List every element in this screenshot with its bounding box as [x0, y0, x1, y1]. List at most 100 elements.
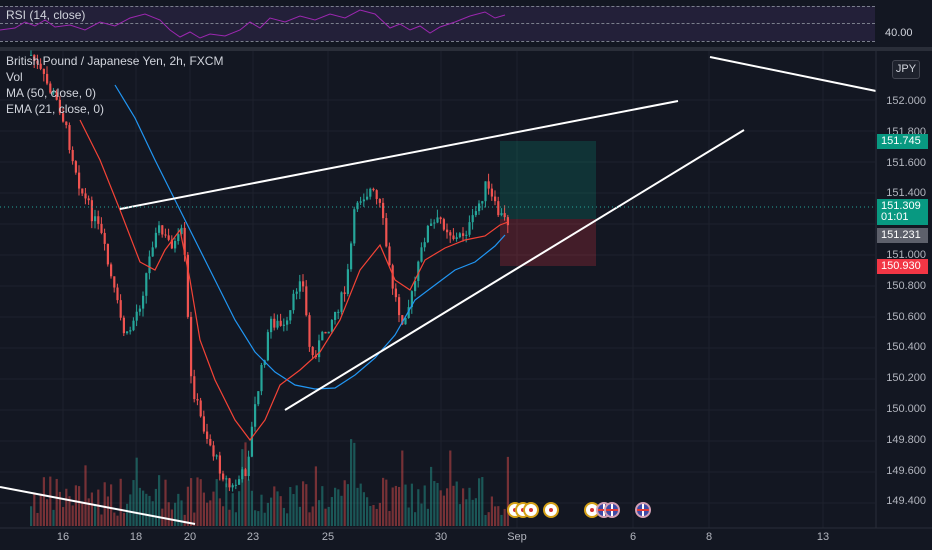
volume-bar — [106, 496, 109, 526]
volume-bar — [263, 512, 266, 526]
candle-body — [135, 311, 138, 321]
volume-bar — [375, 508, 378, 526]
volume-bar — [52, 509, 55, 526]
candle-body — [340, 292, 343, 312]
volume-bar — [238, 491, 241, 526]
price-tick: 151.000 — [886, 249, 926, 261]
volume-bar — [87, 498, 90, 526]
candle-body — [234, 484, 237, 486]
candle-body — [350, 243, 353, 270]
candle-body — [46, 73, 49, 84]
stop-price-tag: 150.930 — [877, 259, 928, 274]
volume-bar — [145, 493, 148, 526]
volume-bar — [340, 495, 343, 526]
candle-body — [311, 346, 314, 356]
candle-body — [30, 54, 33, 56]
volume-bar — [423, 485, 426, 526]
price-tick: 149.400 — [886, 495, 926, 507]
candle-body — [436, 217, 439, 223]
candle-body — [330, 319, 333, 332]
volume-bar — [209, 500, 212, 526]
candle-body — [458, 233, 461, 238]
candle-body — [68, 125, 71, 150]
candle-body — [260, 364, 263, 392]
volume-bar — [250, 490, 253, 526]
volume-bar — [215, 479, 218, 526]
candle-body — [180, 227, 183, 235]
candle-body — [90, 200, 93, 222]
volume-bar — [506, 456, 509, 526]
resistance-trendline[interactable] — [709, 56, 877, 92]
event-uk-flag-icon[interactable] — [604, 502, 620, 518]
volume-bar — [305, 484, 308, 526]
volume-bar — [212, 491, 215, 526]
rsi-pane[interactable]: RSI (14, close) — [0, 0, 875, 47]
event-uk-flag-icon[interactable] — [635, 502, 651, 518]
legend-vol[interactable]: Vol — [6, 70, 23, 84]
wedge-upper-trendline[interactable] — [119, 100, 679, 210]
volume-bar — [378, 502, 381, 526]
volume-bar — [279, 496, 282, 526]
volume-bar — [260, 494, 263, 526]
volume-bar — [295, 485, 298, 526]
bar-countdown: 01:01 — [881, 211, 909, 223]
volume-bar — [282, 507, 285, 526]
event-japan-flag-icon[interactable] — [523, 502, 539, 518]
legend-ma[interactable]: MA (50, close, 0) — [6, 86, 97, 100]
candle-body — [241, 469, 244, 480]
volume-bar — [497, 506, 500, 526]
currency-button[interactable]: JPY — [892, 60, 920, 79]
candle-body — [177, 234, 180, 242]
volume-bar — [490, 496, 493, 526]
candle-body — [193, 376, 196, 400]
volume-bar — [154, 488, 157, 526]
candle-body — [231, 485, 234, 488]
volume-bar — [151, 501, 154, 526]
volume-bar — [398, 486, 401, 526]
volume-bar — [426, 508, 429, 526]
candle-body — [478, 203, 481, 212]
entry-price-tag: 151.231 — [877, 228, 928, 243]
candle-body — [388, 246, 391, 266]
time-tick: 18 — [129, 531, 143, 543]
volume-bar — [353, 442, 356, 526]
volume-bar — [167, 502, 170, 526]
volume-bar — [334, 487, 337, 526]
volume-bar — [420, 503, 423, 526]
time-tick: 6 — [629, 531, 637, 543]
candle-body — [170, 239, 173, 249]
wedge-lower-trendline[interactable] — [284, 129, 745, 411]
candle-body — [270, 318, 273, 333]
candle-body — [142, 295, 145, 309]
candle-body — [449, 232, 452, 236]
candle-body — [100, 223, 103, 233]
candle-body — [110, 264, 113, 277]
candle-body — [382, 202, 385, 219]
candle-body — [500, 213, 503, 216]
volume-bar — [119, 478, 122, 526]
legend-ema[interactable]: EMA (21, close, 0) — [6, 102, 105, 116]
volume-bar — [193, 512, 196, 526]
candle-body — [295, 291, 298, 294]
volume-bar — [164, 479, 167, 526]
volume-bar — [196, 477, 199, 526]
candle-body — [190, 316, 193, 377]
candle-body — [404, 317, 407, 325]
candle-body — [430, 223, 433, 226]
volume-bar — [356, 487, 359, 526]
candle-body — [42, 68, 45, 74]
volume-bar — [138, 487, 141, 526]
volume-bar — [58, 491, 61, 526]
candle-body — [113, 276, 116, 288]
event-japan-flag-icon[interactable] — [543, 502, 559, 518]
long-position-stop-zone[interactable] — [500, 219, 596, 266]
long-position-target-zone[interactable] — [500, 141, 596, 219]
support-trendline[interactable] — [0, 486, 196, 525]
candle-body — [106, 243, 109, 265]
candle-body — [282, 324, 285, 326]
legend-symbol[interactable]: British Pound / Japanese Yen, 2h, FXCM — [6, 54, 224, 68]
pane-divider[interactable] — [0, 47, 932, 51]
volume-bar — [362, 492, 365, 526]
volume-bar — [436, 482, 439, 526]
